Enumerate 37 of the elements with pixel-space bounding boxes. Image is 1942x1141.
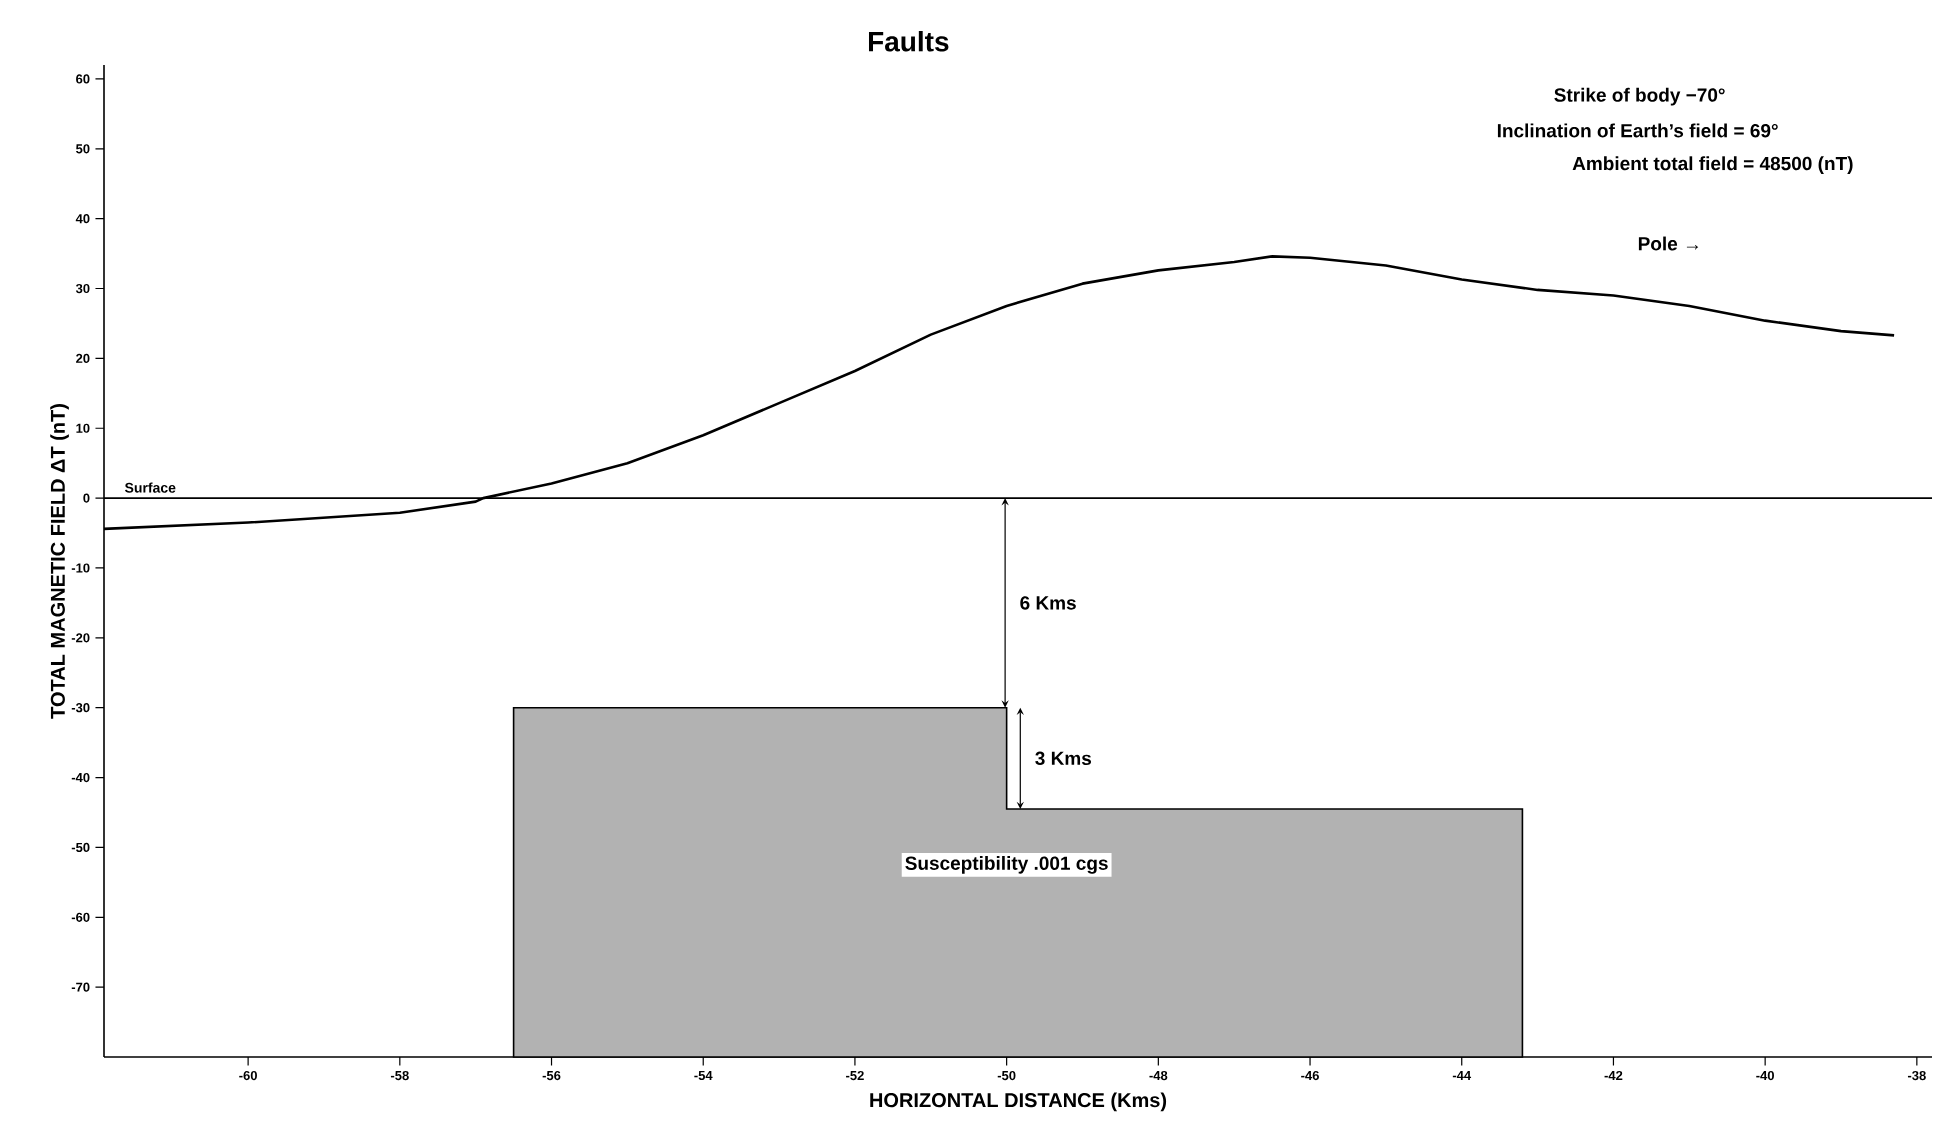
annotation: 6 Kms — [1020, 596, 1076, 610]
x-tick-label: -50 — [997, 1070, 1016, 1081]
y-tick-label: -40 — [71, 772, 90, 783]
x-tick-label: -58 — [390, 1070, 409, 1081]
y-tick-label: -20 — [71, 633, 90, 643]
y-tick-label: 60 — [76, 74, 90, 84]
x-tick-label: -44 — [1452, 1070, 1472, 1080]
y-tick-label: 50 — [76, 144, 90, 154]
chart-title: Faults — [868, 31, 949, 52]
x-tick-label: -46 — [1301, 1070, 1319, 1081]
x-tick-label: -54 — [694, 1070, 713, 1081]
y-tick-label: -50 — [71, 842, 90, 853]
y-tick-label: -30 — [71, 703, 90, 713]
ref-line-label: Surface — [124, 482, 176, 493]
y-tick-label: -60 — [71, 912, 90, 922]
annotation: Susceptibility .001 cgs — [905, 855, 1108, 874]
y-tick-label: 0 — [83, 493, 90, 503]
y-axis-title: TOTAL MAGNETIC FIELD ΔT (nT) — [50, 404, 69, 719]
x-tick-label: -40 — [1756, 1070, 1774, 1081]
x-tick-label: -48 — [1149, 1070, 1168, 1081]
x-tick-label: -56 — [542, 1070, 561, 1081]
x-tick-label: -52 — [846, 1070, 864, 1081]
x-tick-label: -38 — [1907, 1070, 1926, 1081]
annotation: Ambient total field = 48500 (nT) — [1572, 156, 1853, 175]
y-tick-label: 30 — [75, 283, 90, 294]
y-tick-label: 10 — [76, 423, 90, 433]
y-tick-label: -70 — [71, 982, 90, 992]
y-tick-label: 40 — [75, 214, 90, 224]
x-axis-title: HORIZONTAL DISTANCE (Kms) — [870, 1092, 1167, 1112]
annotation: Strike of body −70° — [1554, 87, 1725, 106]
y-tick-label: -10 — [71, 563, 90, 573]
x-tick-label: -60 — [239, 1070, 257, 1081]
annotation: Pole → — [1638, 236, 1699, 251]
annotation: 3 Kms — [1035, 751, 1092, 766]
y-tick-label: 20 — [76, 353, 90, 363]
annotation: Inclination of Earth’s field = 69° — [1497, 123, 1778, 138]
x-tick-label: -42 — [1604, 1070, 1623, 1081]
